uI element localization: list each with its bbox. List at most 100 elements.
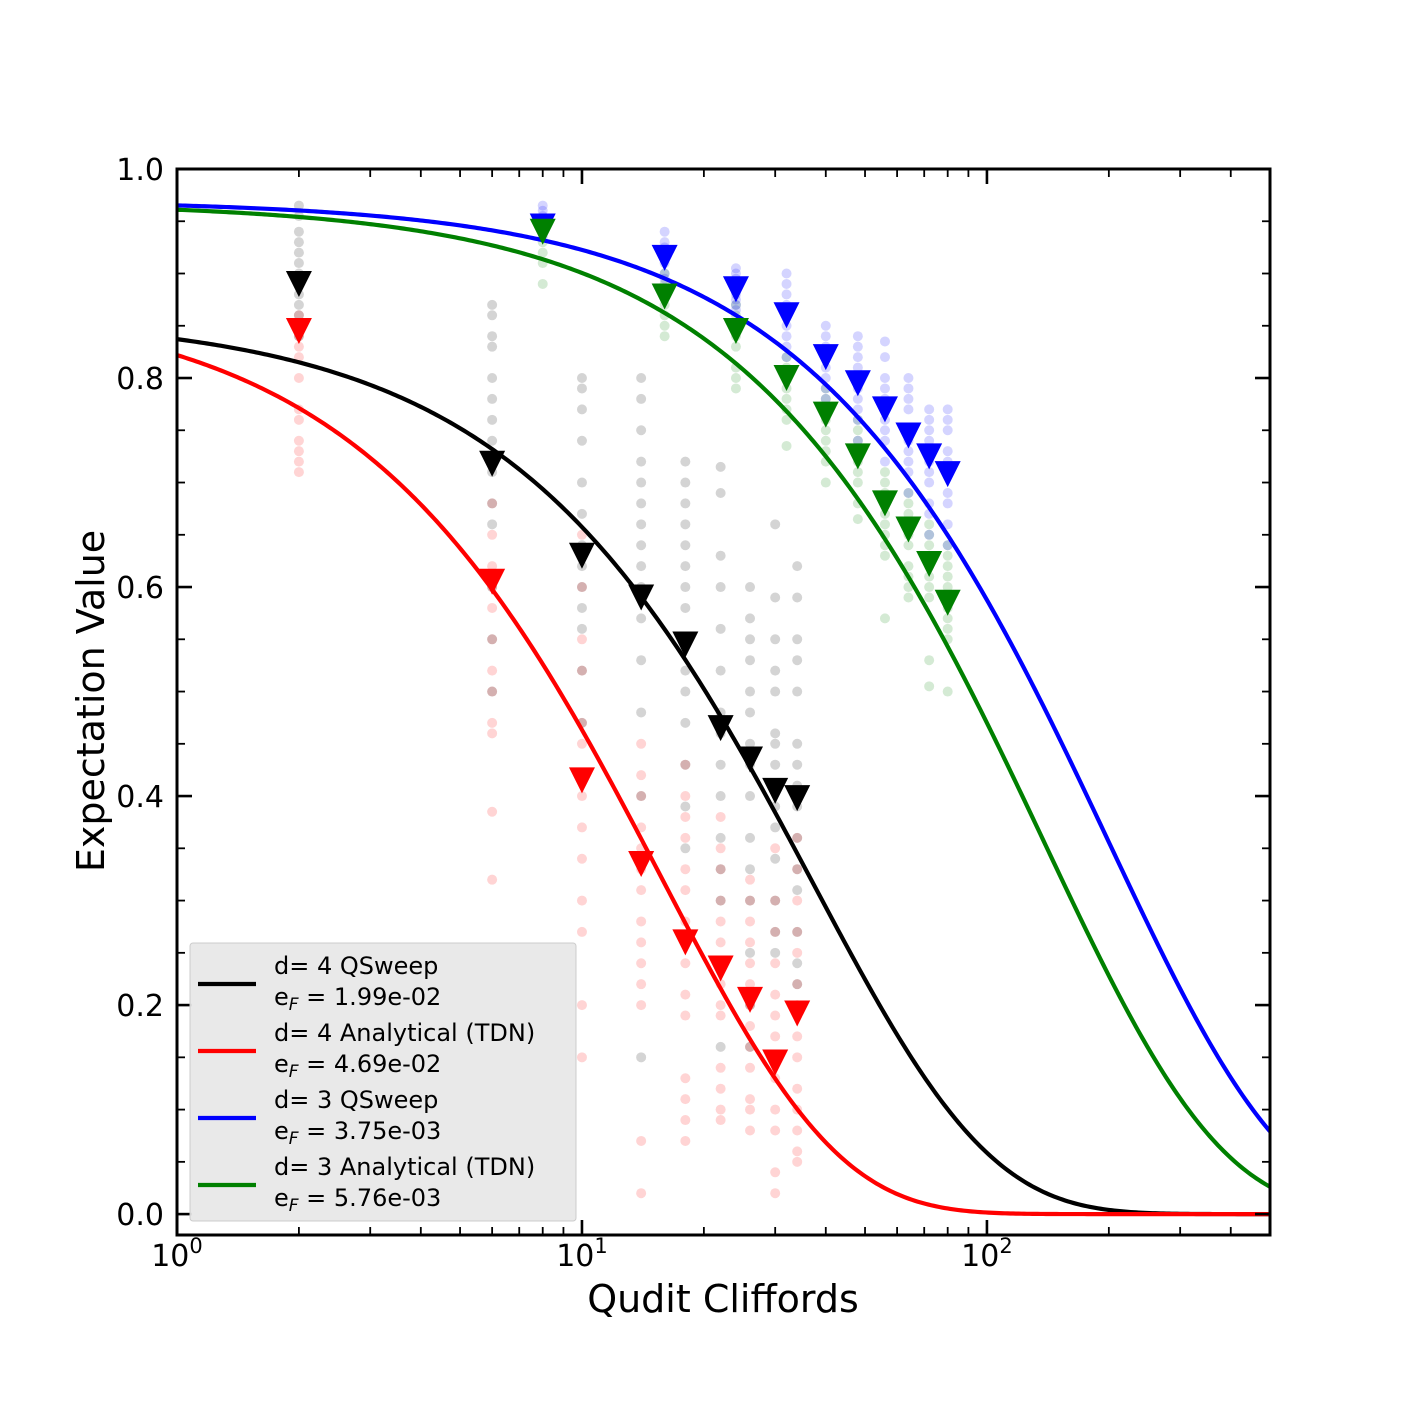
sample-point — [745, 655, 756, 666]
sample-point — [293, 446, 304, 457]
sample-point — [781, 331, 792, 342]
sample-point — [792, 1031, 803, 1042]
sample-point — [487, 686, 498, 697]
sample-point — [680, 498, 691, 509]
sample-point — [852, 435, 863, 446]
mean-marker — [762, 777, 789, 804]
sample-point — [680, 1010, 691, 1021]
sample-point — [792, 1146, 803, 1157]
sample-point — [636, 958, 647, 969]
sample-point — [636, 519, 647, 530]
legend-entry: d= 3 Analytical (TDN) eF = 5.76e-03 — [198, 1153, 535, 1216]
mean-markers-layer — [285, 213, 961, 1076]
sample-point — [792, 655, 803, 666]
sample-point — [770, 1104, 781, 1115]
sample-point — [745, 791, 756, 802]
sample-point — [680, 885, 691, 896]
sample-point — [792, 634, 803, 645]
sample-point — [942, 561, 953, 572]
sample-point — [576, 1000, 587, 1011]
sample-point — [745, 864, 756, 875]
sample-point — [537, 205, 548, 216]
mean-marker — [722, 276, 749, 303]
sample-point — [879, 373, 890, 384]
sample-point — [770, 519, 781, 530]
sample-point — [903, 383, 914, 394]
x-axis-title: Qudit Cliffords — [587, 1277, 859, 1321]
sample-point — [820, 393, 831, 404]
sample-point — [770, 822, 781, 833]
sample-point — [293, 341, 304, 352]
means-d4_analytical — [285, 317, 811, 1076]
sample-point — [715, 937, 726, 948]
sample-point — [770, 1010, 781, 1021]
sample-point — [745, 895, 756, 906]
sample-point — [745, 947, 756, 958]
sample-point — [903, 487, 914, 498]
sample-point — [745, 958, 756, 969]
sample-point — [820, 393, 831, 404]
sample-point — [680, 477, 691, 488]
sample-point — [745, 738, 756, 749]
sample-point — [680, 582, 691, 593]
sample-point — [715, 759, 726, 770]
sample-point — [487, 519, 498, 530]
sample-point — [903, 446, 914, 457]
sample-point — [924, 414, 935, 425]
sample-point — [770, 958, 781, 969]
sample-point — [680, 1135, 691, 1146]
sample-point — [680, 989, 691, 1000]
sample-point — [293, 310, 304, 321]
sample-point — [293, 310, 304, 321]
sample-point — [576, 895, 587, 906]
sample-point — [576, 404, 587, 415]
sample-point — [781, 393, 792, 404]
sample-point — [820, 331, 831, 342]
sample-point — [792, 895, 803, 906]
sample-point — [537, 200, 548, 211]
sample-point — [820, 477, 831, 488]
mean-marker — [934, 589, 961, 616]
sample-point — [745, 582, 756, 593]
sample-point — [852, 514, 863, 525]
sample-point — [636, 1135, 647, 1146]
sample-point — [680, 519, 691, 530]
sample-point — [680, 864, 691, 875]
sample-point — [487, 373, 498, 384]
sample-point — [487, 717, 498, 728]
mean-marker — [628, 850, 655, 877]
sample-point — [942, 446, 953, 457]
sample-point — [680, 958, 691, 969]
sample-point — [924, 519, 935, 530]
sample-point — [715, 1115, 726, 1126]
sample-point — [636, 425, 647, 436]
sample-point — [745, 1104, 756, 1115]
sample-point — [636, 885, 647, 896]
sample-point — [770, 895, 781, 906]
legend-box — [189, 942, 577, 1222]
sample-point — [730, 383, 741, 394]
sample-point — [730, 263, 741, 274]
sample-point — [770, 759, 781, 770]
y-tick-label: 1.0 — [116, 153, 164, 188]
sample-point — [770, 1031, 781, 1042]
sample-point — [576, 665, 587, 676]
sample-point — [745, 895, 756, 906]
sample-point — [879, 519, 890, 530]
sample-point — [715, 832, 726, 843]
sample-point — [487, 665, 498, 676]
sample-point — [770, 728, 781, 739]
sample-point — [680, 791, 691, 802]
sample-point — [636, 791, 647, 802]
sample-point — [924, 477, 935, 488]
sample-point — [745, 937, 756, 948]
sample-point — [792, 864, 803, 875]
sample-point — [792, 979, 803, 990]
sample-point — [879, 352, 890, 363]
sample-point — [942, 414, 953, 425]
mean-marker — [895, 422, 922, 449]
sample-point — [745, 634, 756, 645]
sample-point — [576, 634, 587, 645]
sample-point — [903, 498, 914, 509]
x-tick-label: 101 — [556, 1234, 608, 1274]
